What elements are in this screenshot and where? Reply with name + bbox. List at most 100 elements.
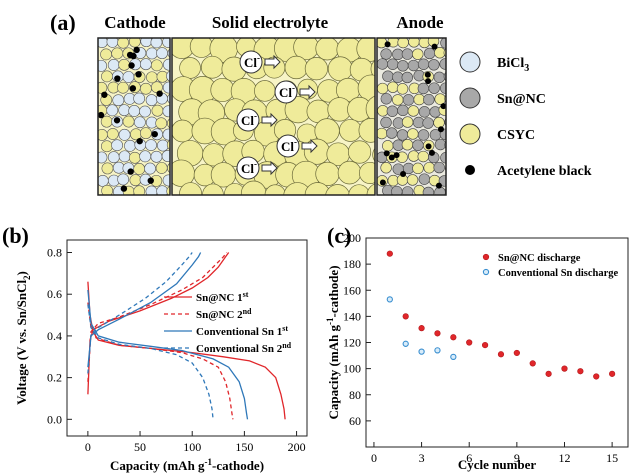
cathode-particle bbox=[106, 128, 119, 140]
anode-particle bbox=[382, 140, 394, 152]
carbon-particle bbox=[428, 149, 435, 156]
cathode-particle bbox=[163, 58, 170, 71]
anode-particle bbox=[445, 165, 446, 172]
electrolyte-particle bbox=[210, 162, 236, 188]
anode-particle bbox=[428, 82, 440, 94]
cathode-particle bbox=[139, 105, 151, 118]
anode-particle bbox=[434, 138, 446, 151]
anode-particle bbox=[397, 60, 409, 72]
data-point bbox=[418, 325, 425, 332]
cathode-particle bbox=[101, 184, 114, 195]
legend-marker bbox=[482, 268, 490, 276]
anode-particle bbox=[380, 93, 393, 105]
plot-frame bbox=[66, 239, 308, 437]
electrolyte-particle bbox=[315, 38, 340, 61]
anode-particle bbox=[407, 105, 420, 117]
cathode-particle bbox=[157, 139, 169, 152]
y-tick-label: 80 bbox=[349, 388, 361, 402]
legend-swatch bbox=[459, 87, 481, 109]
anode-particle bbox=[412, 116, 425, 129]
electrolyte-title: Solid electrolyte bbox=[212, 13, 329, 32]
data-point bbox=[593, 373, 600, 380]
carbon-particle bbox=[384, 41, 391, 48]
carbon-particle bbox=[98, 111, 105, 119]
cathode-particle bbox=[133, 163, 146, 175]
y-tick-label: 0.2 bbox=[47, 371, 62, 385]
cathode-particle bbox=[133, 185, 146, 195]
anode-particle bbox=[423, 162, 435, 174]
legend-label: CSYC bbox=[497, 128, 535, 143]
carbon-particle bbox=[437, 126, 444, 133]
electrolyte-box bbox=[171, 37, 376, 196]
carbon-particle bbox=[393, 152, 400, 159]
carbon-particle bbox=[425, 78, 432, 85]
cathode-particle bbox=[140, 38, 153, 48]
cathode-particle bbox=[162, 81, 170, 94]
data-point bbox=[577, 368, 584, 375]
carbon-particle bbox=[435, 182, 442, 189]
cathode-particle bbox=[133, 92, 146, 105]
anode-particle bbox=[423, 47, 436, 60]
legend-swatch bbox=[459, 123, 481, 145]
y-axis-label: Capacity (mAh g-1-cathode) bbox=[325, 265, 341, 419]
data-point bbox=[609, 370, 616, 377]
carbon-particle bbox=[156, 90, 163, 97]
carbon-particle bbox=[151, 130, 158, 138]
cathode-particle bbox=[151, 104, 164, 117]
chloride-ion bbox=[236, 156, 260, 180]
carbon-particle bbox=[113, 117, 121, 124]
anode-particle bbox=[428, 59, 440, 71]
cathode-particle bbox=[145, 139, 157, 152]
data-point bbox=[513, 349, 520, 357]
cathode-particles bbox=[98, 38, 170, 195]
schematic-legend: BiCl3 Sn@NC CSYC Acetylene black bbox=[459, 51, 592, 179]
cathode-particle bbox=[100, 48, 113, 61]
carbon-particle bbox=[431, 43, 438, 50]
carbon-particle bbox=[424, 71, 431, 78]
anode-particle bbox=[418, 106, 431, 118]
legend-label: Conventional Sn 1st bbox=[196, 324, 288, 338]
electrolyte-particle bbox=[337, 160, 362, 185]
chloride-ions: Cl- Cl- Cl- Cl- Cl- bbox=[236, 50, 318, 180]
data-point bbox=[418, 348, 425, 355]
anode-particle bbox=[433, 161, 445, 174]
anode-particle bbox=[380, 162, 392, 174]
x-tick-label: 9 bbox=[514, 451, 520, 465]
chloride-ion-label: Cl- bbox=[241, 111, 257, 128]
data-point bbox=[561, 365, 568, 372]
anode-particle bbox=[412, 162, 424, 175]
legend-label: Conventional Sn 2nd bbox=[196, 341, 292, 355]
arrow-right-icon bbox=[301, 138, 318, 154]
electrolyte-particle bbox=[240, 180, 267, 195]
carbon-particle bbox=[400, 171, 407, 178]
legend-marker bbox=[482, 253, 490, 261]
y-tick-label: 100 bbox=[343, 362, 361, 376]
data-point bbox=[402, 313, 409, 320]
y-tick-label: 0.4 bbox=[47, 329, 62, 343]
y-tick-label: 180 bbox=[343, 257, 361, 271]
cathode-particle bbox=[107, 151, 120, 164]
anode-particle bbox=[396, 83, 409, 95]
electrolyte-particle bbox=[304, 182, 331, 195]
x-tick-label: 200 bbox=[288, 440, 306, 454]
chloride-ion-label: Cl- bbox=[244, 53, 260, 70]
anode-particle bbox=[386, 105, 399, 117]
cathode-particle bbox=[129, 174, 142, 187]
panel-c-label: (c) bbox=[327, 223, 351, 248]
anode-particle bbox=[382, 70, 394, 82]
anode-particle bbox=[412, 48, 424, 60]
anode-particle bbox=[433, 71, 446, 84]
legend-label: Conventional Sn discharge bbox=[498, 268, 619, 279]
electrolyte-particle bbox=[325, 184, 350, 195]
x-tick-label: 15 bbox=[606, 451, 618, 465]
carbon-particle bbox=[101, 91, 108, 98]
x-tick-label: 12 bbox=[558, 451, 570, 465]
anode-particle bbox=[387, 58, 399, 70]
electrolyte-particle bbox=[200, 55, 224, 79]
cathode-particle bbox=[139, 150, 152, 163]
series-line-charge bbox=[87, 252, 202, 368]
cathode-particle bbox=[101, 162, 114, 175]
cathode-particle bbox=[162, 105, 170, 118]
y-tick-label: 200 bbox=[343, 231, 361, 245]
